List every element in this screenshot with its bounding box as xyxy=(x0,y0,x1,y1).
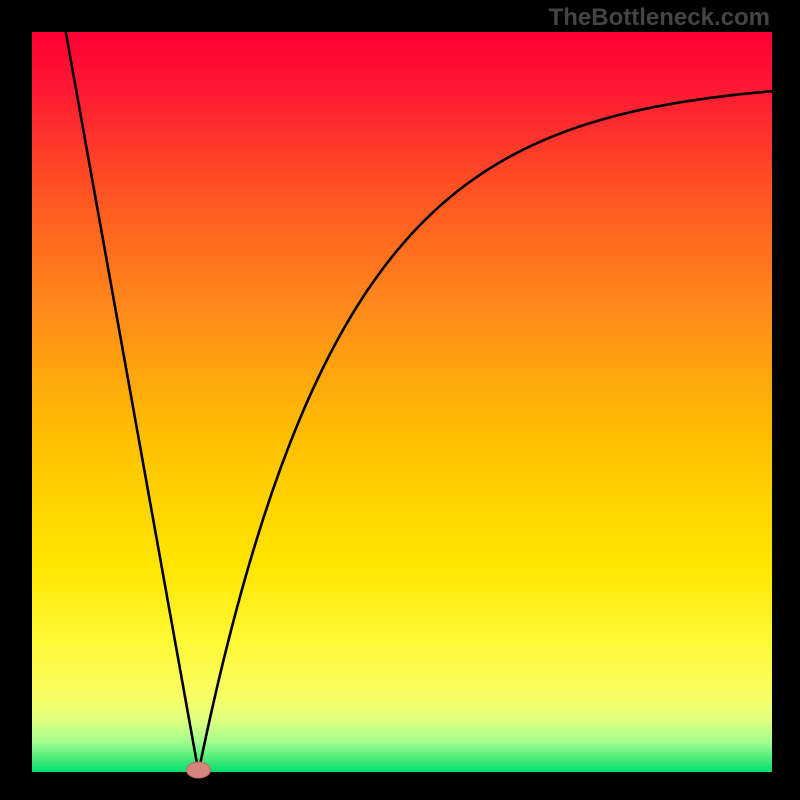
bottleneck-curve xyxy=(32,32,772,772)
minimum-marker xyxy=(187,762,211,778)
plot-area xyxy=(32,32,772,772)
chart-container: TheBottleneck.com xyxy=(0,0,800,800)
curve-path xyxy=(63,17,772,772)
watermark-text: TheBottleneck.com xyxy=(549,4,770,32)
